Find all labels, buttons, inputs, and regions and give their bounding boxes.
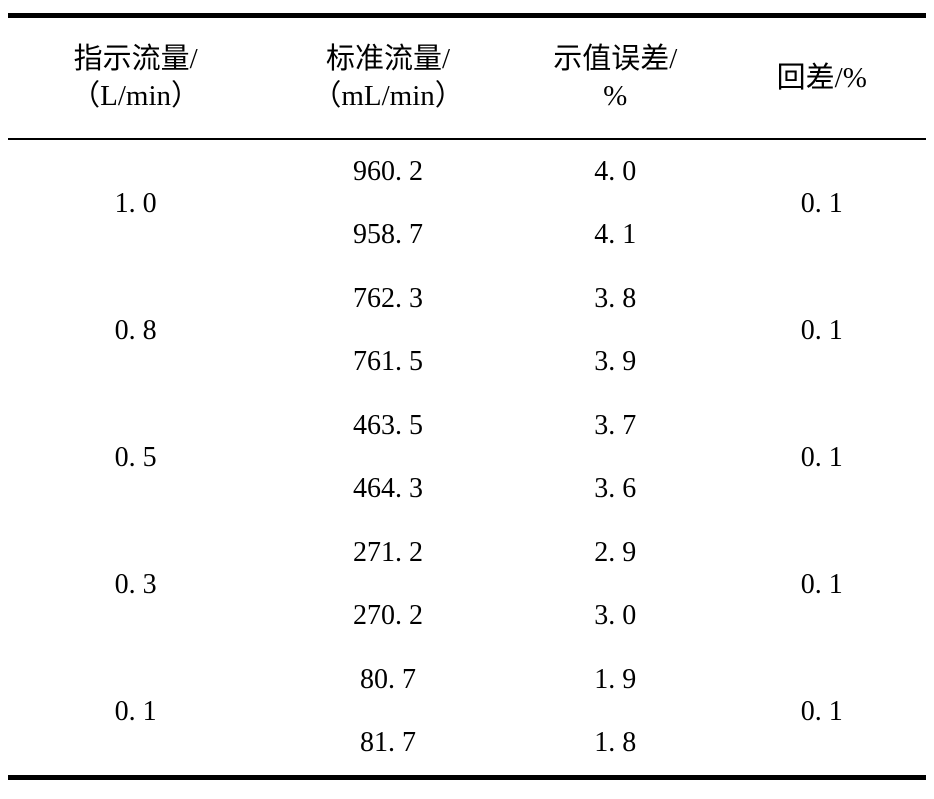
indication-error-value: 3. 6 [594,473,637,505]
hysteresis-value: 0. 1 [800,187,843,219]
header-indicated-flow-line2: （L/min） [71,80,201,112]
standard-flow-value: 958. 7 [353,219,424,251]
indication-error-value: 4. 0 [594,155,637,187]
standard-flow-value: 271. 2 [353,536,424,568]
table-bottom-rule [8,775,926,780]
table-top-rule [8,13,926,18]
header-hysteresis: 回差/% [718,60,926,97]
table-row-group-2: 0. 8 762. 3 761. 5 3. 8 3. 9 0. 1 [8,267,926,394]
standard-flow-cell: 463. 5 464. 3 [263,394,513,521]
header-standard-flow: 标准流量/ （mL/min） [263,41,513,115]
indication-error-cell: 4. 0 4. 1 [513,140,718,267]
standard-flow-value: 761. 5 [353,346,424,378]
calibration-table: 指示流量/ （L/min） 标准流量/ （mL/min） 示值误差/ % 回差/… [8,13,926,780]
standard-flow-value: 81. 7 [360,727,417,759]
indication-error-cell: 1. 9 1. 8 [513,648,718,775]
indication-error-value: 3. 7 [594,409,637,441]
indication-error-value: 3. 8 [594,282,637,314]
standard-flow-value: 960. 2 [353,155,424,187]
indicated-flow-value: 0. 1 [114,695,157,727]
indicated-flow-value: 0. 3 [114,568,157,600]
indicated-flow-value: 0. 8 [114,314,157,346]
standard-flow-value: 270. 2 [353,600,424,632]
indication-error-cell: 3. 8 3. 9 [513,267,718,394]
table-row-group-1: 1. 0 960. 2 958. 7 4. 0 4. 1 0. 1 [8,140,926,267]
indication-error-value: 3. 0 [594,600,637,632]
standard-flow-value: 762. 3 [353,282,424,314]
indicated-flow-value: 0. 5 [114,441,157,473]
indication-error-value: 1. 9 [594,663,637,695]
table-row-group-3: 0. 5 463. 5 464. 3 3. 7 3. 6 0. 1 [8,394,926,521]
indication-error-value: 2. 9 [594,536,637,568]
indicated-flow-value: 1. 0 [114,187,157,219]
header-standard-flow-line1: 标准流量/ [326,43,451,75]
table-header-row: 指示流量/ （L/min） 标准流量/ （mL/min） 示值误差/ % 回差/… [8,18,926,138]
table-row-group-5: 0. 1 80. 7 81. 7 1. 9 1. 8 0. 1 [8,648,926,775]
standard-flow-cell: 762. 3 761. 5 [263,267,513,394]
indication-error-cell: 3. 7 3. 6 [513,394,718,521]
indication-error-value: 4. 1 [594,219,637,251]
indication-error-value: 3. 9 [594,346,637,378]
header-standard-flow-line2: （mL/min） [312,80,464,112]
table-header-rule [8,138,926,140]
header-indication-error: 示值误差/ % [513,41,718,115]
standard-flow-value: 464. 3 [353,473,424,505]
standard-flow-cell: 80. 7 81. 7 [263,648,513,775]
hysteresis-value: 0. 1 [800,314,843,346]
standard-flow-value: 463. 5 [353,409,424,441]
header-indication-error-line2: % [603,80,628,112]
indication-error-cell: 2. 9 3. 0 [513,521,718,648]
indication-error-value: 1. 8 [594,727,637,759]
header-hysteresis-line1: 回差/% [776,61,867,94]
header-indicated-flow-line1: 指示流量/ [73,43,198,75]
standard-flow-cell: 960. 2 958. 7 [263,140,513,267]
table-row-group-4: 0. 3 271. 2 270. 2 2. 9 3. 0 0. 1 [8,521,926,648]
header-indicated-flow: 指示流量/ （L/min） [8,41,263,115]
hysteresis-value: 0. 1 [800,441,843,473]
hysteresis-value: 0. 1 [800,568,843,600]
standard-flow-cell: 271. 2 270. 2 [263,521,513,648]
hysteresis-value: 0. 1 [800,695,843,727]
header-indication-error-line1: 示值误差/ [553,43,678,75]
standard-flow-value: 80. 7 [360,663,417,695]
table-body: 1. 0 960. 2 958. 7 4. 0 4. 1 0. 1 0. 8 7… [8,140,926,775]
